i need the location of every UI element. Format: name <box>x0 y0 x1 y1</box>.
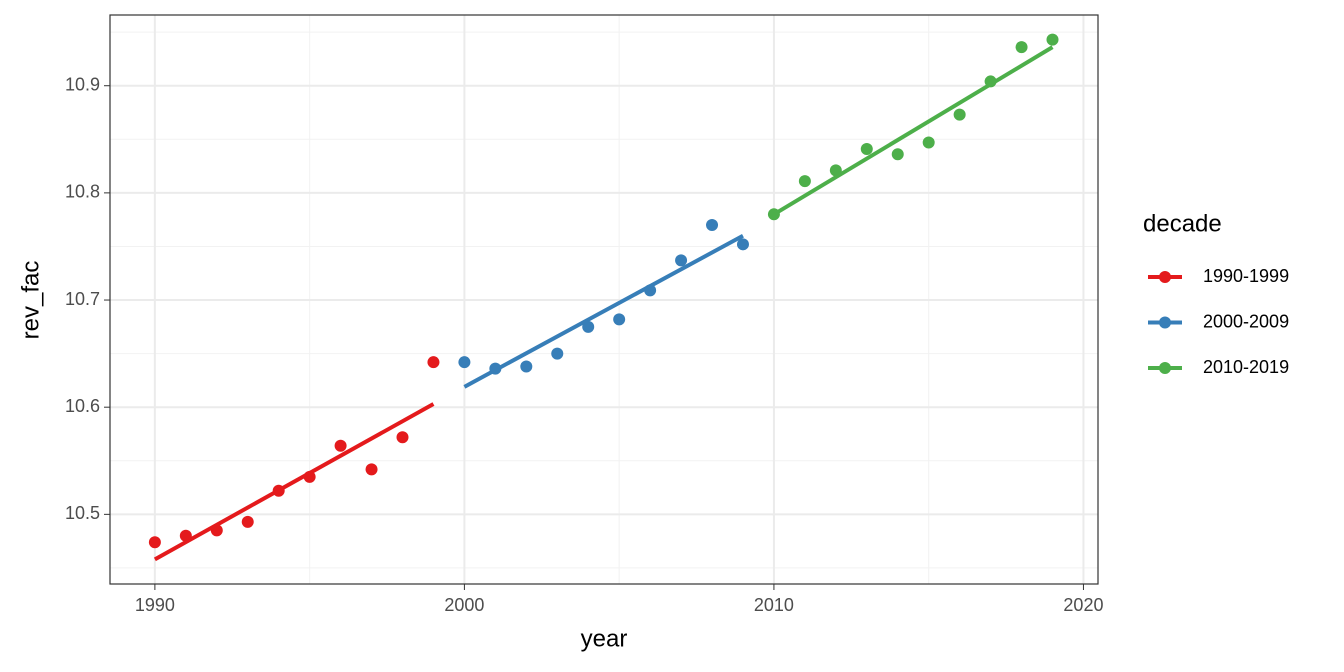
x-tick-label: 2010 <box>754 595 794 615</box>
panel-border <box>109 14 1099 585</box>
point <box>860 142 873 155</box>
point <box>396 431 409 444</box>
point <box>458 356 471 369</box>
legend-key-point <box>1159 316 1171 329</box>
point <box>148 536 161 549</box>
y-tick-label: 10.8 <box>65 182 100 202</box>
point <box>241 515 254 528</box>
point <box>489 362 502 375</box>
point <box>675 254 688 267</box>
legend-key-point <box>1159 362 1171 374</box>
x-tick-label: 2020 <box>1063 595 1103 615</box>
point <box>179 529 192 542</box>
point <box>365 463 378 476</box>
x-tick-label: 2000 <box>444 595 484 615</box>
point <box>1046 33 1059 46</box>
y-tick-label: 10.9 <box>65 74 100 94</box>
fit-line <box>772 45 1054 217</box>
point <box>334 439 347 452</box>
point <box>736 238 749 251</box>
legend-label: 1990-1999 <box>1203 266 1289 286</box>
point <box>922 136 935 149</box>
point <box>767 208 780 221</box>
point <box>582 320 595 333</box>
point <box>706 219 719 232</box>
point <box>613 313 626 326</box>
y-tick-label: 10.7 <box>65 289 100 309</box>
point <box>644 284 657 297</box>
point <box>798 175 811 188</box>
point <box>1015 41 1028 54</box>
point <box>891 148 904 161</box>
legend-title: decade <box>1143 210 1222 237</box>
legend-label: 2000-2009 <box>1203 311 1289 331</box>
point <box>520 360 533 373</box>
fit-line <box>463 233 744 389</box>
point <box>984 75 997 88</box>
legend-key-point <box>1159 271 1171 283</box>
y-tick-label: 10.6 <box>65 396 100 416</box>
point <box>210 524 223 537</box>
point <box>272 484 285 497</box>
point <box>953 108 966 121</box>
x-tick-label: 1990 <box>135 595 175 615</box>
y-axis-title: rev_fac <box>17 261 44 340</box>
point <box>829 164 842 177</box>
y-tick-label: 10.5 <box>65 503 100 523</box>
legend-label: 2010-2019 <box>1203 357 1289 377</box>
point <box>303 470 316 483</box>
point <box>427 356 440 369</box>
x-axis-title: year <box>581 625 628 652</box>
point <box>551 347 564 360</box>
fit-line <box>153 402 435 562</box>
